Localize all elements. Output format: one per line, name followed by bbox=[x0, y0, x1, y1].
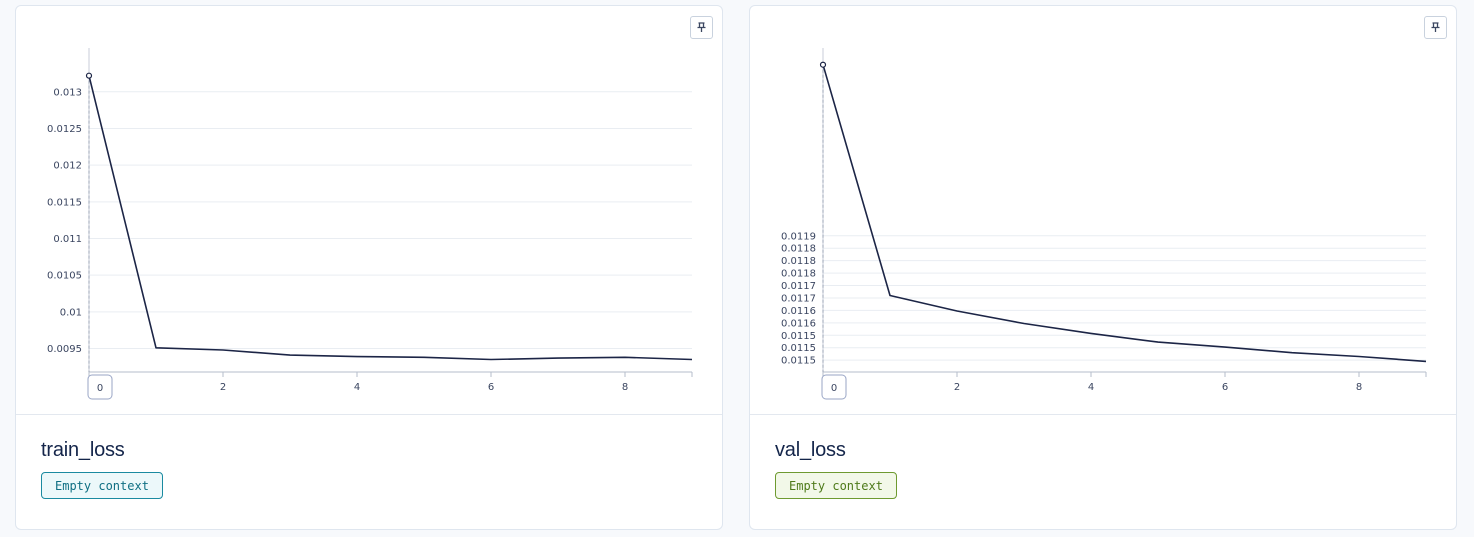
x-focus-label: 0 bbox=[831, 383, 837, 394]
context-badge[interactable]: Empty context bbox=[41, 472, 163, 499]
hover-point bbox=[85, 72, 93, 79]
pin-icon bbox=[697, 22, 706, 32]
y-tick-label: 0.0115 bbox=[47, 197, 82, 208]
series-line bbox=[88, 75, 693, 361]
y-tick-label: 0.0125 bbox=[47, 124, 82, 135]
y-tick-label: 0.0095 bbox=[47, 344, 82, 355]
y-tick-label: 0.011 bbox=[53, 234, 82, 245]
hover-point bbox=[819, 61, 827, 68]
y-tick-label: 0.0117 bbox=[781, 281, 816, 292]
x-tick-label: 6 bbox=[488, 382, 494, 393]
y-tick-label: 0.01 bbox=[60, 307, 82, 318]
x-tick-label: 4 bbox=[1088, 382, 1094, 393]
x-focus-box bbox=[87, 374, 113, 400]
metric-name: train_loss bbox=[41, 439, 125, 461]
pin-button[interactable] bbox=[690, 16, 713, 39]
x-tick-label: 4 bbox=[354, 382, 360, 393]
x-focus-box bbox=[821, 374, 847, 400]
y-tick-label: 0.0117 bbox=[781, 293, 816, 304]
y-tick-label: 0.0115 bbox=[781, 343, 816, 354]
context-badge[interactable]: Empty context bbox=[775, 472, 897, 499]
y-tick-label: 0.013 bbox=[53, 87, 82, 98]
x-tick-label: 6 bbox=[1222, 382, 1228, 393]
y-tick-label: 0.0119 bbox=[781, 231, 816, 242]
x-tick-label: 2 bbox=[220, 382, 226, 393]
line-chart[interactable]: 0.0095 0.01 0.0105 0.011 0.0115 0.012 0.0125 0.… bbox=[16, 6, 723, 416]
pin-button[interactable] bbox=[1424, 16, 1447, 39]
metric-name: val_loss bbox=[775, 439, 846, 461]
series-line bbox=[822, 64, 1427, 363]
y-tick-label: 0.0105 bbox=[47, 271, 82, 282]
y-tick-label: 0.0118 bbox=[781, 244, 816, 255]
pin-icon bbox=[1431, 22, 1440, 32]
y-tick-label: 0.0116 bbox=[781, 318, 816, 329]
card-divider bbox=[750, 414, 1456, 415]
x-tick-label: 8 bbox=[1356, 382, 1362, 393]
y-tick-label: 0.012 bbox=[53, 161, 82, 172]
y-tick-label: 0.0115 bbox=[781, 356, 816, 367]
y-tick-label: 0.0115 bbox=[781, 331, 816, 342]
x-tick-label: 8 bbox=[622, 382, 628, 393]
x-focus-label: 0 bbox=[97, 383, 103, 394]
metric-card-train-loss: 0.0095 0.01 0.0105 0.011 0.0115 0.012 0.0125 0.… bbox=[15, 5, 723, 530]
x-tick-label: 2 bbox=[954, 382, 960, 393]
metric-card-val-loss: 0.0115 0.0115 0.0115 0.0116 0.0116 0.0117 0.01… bbox=[749, 5, 1457, 530]
y-tick-label: 0.0118 bbox=[781, 256, 816, 267]
card-divider bbox=[16, 414, 722, 415]
line-chart[interactable]: 0.01150.01150.01150.01160.01160.01170.01… bbox=[750, 6, 1457, 416]
y-tick-label: 0.0116 bbox=[781, 306, 816, 317]
y-tick-label: 0.0118 bbox=[781, 269, 816, 280]
